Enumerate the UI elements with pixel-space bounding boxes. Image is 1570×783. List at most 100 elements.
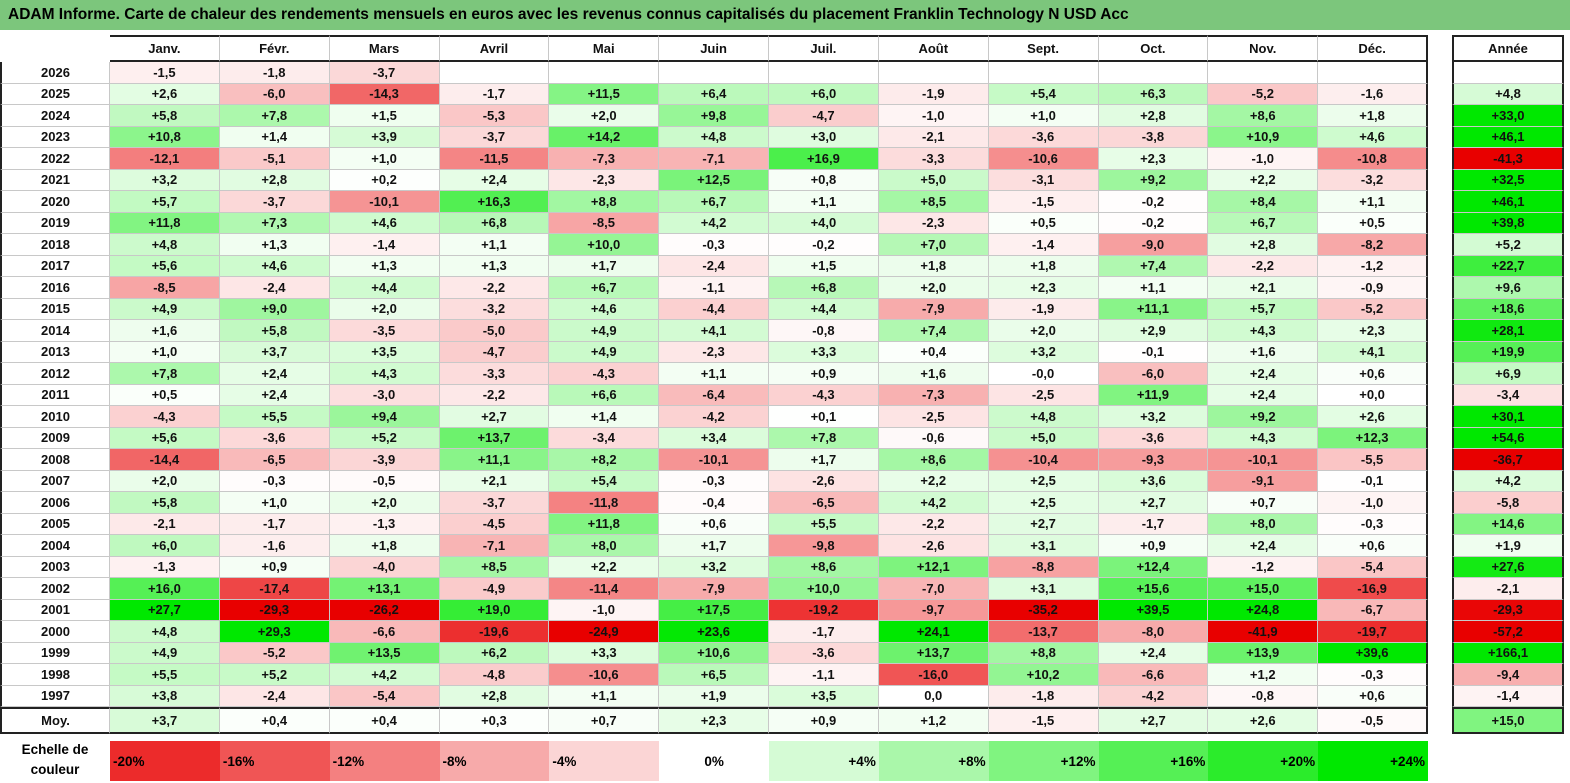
- year-label: 2004: [0, 535, 110, 557]
- heatmap-cell: -5,1: [219, 148, 330, 170]
- heatmap-cell: +1,8: [329, 535, 440, 557]
- heatmap-cell: +1,0: [219, 492, 330, 514]
- heatmap-cell: +4,8: [110, 234, 220, 256]
- heatmap-cell: +6,6: [549, 384, 660, 406]
- month-header-6: Juin: [659, 35, 769, 62]
- heatmap-cell: +4,9: [549, 341, 660, 363]
- heatmap-cell: -16,0: [878, 664, 989, 686]
- heatmap-cell: +1,0: [329, 148, 440, 170]
- heatmap-cell: +8,4: [1208, 191, 1319, 213]
- heatmap-cell: -2,5: [878, 406, 989, 428]
- heatmap-cell: +6,7: [659, 191, 769, 213]
- heatmap-cell: -7,1: [439, 535, 550, 557]
- heatmap-cell: +1,8: [878, 255, 989, 277]
- heatmap-cell: -13,7: [988, 621, 1099, 643]
- heatmap-cell: +2,7: [1098, 492, 1209, 514]
- heatmap-cell: -4,2: [659, 406, 769, 428]
- heatmap-cell: -3,6: [769, 642, 879, 664]
- heatmap-cell: -1,9: [878, 83, 989, 105]
- year-label: 2013: [0, 341, 110, 363]
- heatmap-cell: +3,3: [769, 341, 879, 363]
- heatmap-cell: +2,0: [988, 320, 1099, 342]
- heatmap-cell: -0,5: [329, 470, 440, 492]
- heatmap-cell: +1,6: [1208, 341, 1319, 363]
- heatmap-cell: +7,4: [1098, 255, 1209, 277]
- heatmap-cell: -6,4: [659, 384, 769, 406]
- year-label: 2021: [0, 169, 110, 191]
- heatmap-cell: +0,0: [1318, 384, 1428, 406]
- heatmap-cell: +4,2: [659, 212, 769, 234]
- heatmap-cell: -5,2: [219, 642, 330, 664]
- heatmap-cell: +5,2: [219, 664, 330, 686]
- heatmap-cell: -4,4: [659, 298, 769, 320]
- heatmap-cell: -16,9: [1318, 578, 1428, 600]
- heatmap-cell: +0,7: [1208, 492, 1319, 514]
- heatmap-cell: +8,0: [549, 535, 660, 557]
- heatmap-cell: +2,8: [1208, 234, 1319, 256]
- heatmap-cell: +2,7: [988, 513, 1099, 535]
- heatmap-cell: +1,4: [219, 126, 330, 148]
- color-scale-step: -16%: [219, 741, 330, 781]
- color-scale-step: -12%: [329, 741, 440, 781]
- heatmap-cell: -4,5: [439, 513, 550, 535]
- heatmap-cell: +2,4: [439, 169, 550, 191]
- heatmap-cell: -10,1: [659, 449, 769, 471]
- heatmap-cell: +6,8: [439, 212, 550, 234]
- year-total-average: +15,0: [1452, 707, 1564, 734]
- heatmap-cell: +1,1: [1318, 191, 1428, 213]
- month-header-2: Févr.: [219, 35, 330, 62]
- heatmap-cell: -1,0: [1318, 492, 1428, 514]
- year-total-cell: +18,6: [1452, 298, 1564, 320]
- heatmap-cell: +39,5: [1098, 599, 1209, 621]
- heatmap-cell: +13,5: [329, 642, 440, 664]
- heatmap-cell: +0,6: [1318, 363, 1428, 385]
- heatmap-cell: -6,6: [1098, 664, 1209, 686]
- heatmap-cell: +5,2: [329, 427, 440, 449]
- heatmap-cell: -1,5: [988, 191, 1099, 213]
- heatmap-cell: -7,0: [878, 578, 989, 600]
- heatmap-cell: +4,2: [878, 492, 989, 514]
- heatmap-cell: +8,5: [878, 191, 989, 213]
- heatmap-cell: +0,9: [769, 363, 879, 385]
- heatmap-cell: +4,8: [110, 621, 220, 643]
- heatmap-cell: -3,7: [439, 492, 550, 514]
- year-label: 2003: [0, 556, 110, 578]
- heatmap-cell: -10,1: [1208, 449, 1319, 471]
- year-label: 2000: [0, 621, 110, 643]
- heatmap-cell: +4,2: [329, 664, 440, 686]
- heatmap-cell: +0,6: [659, 513, 769, 535]
- year-label: 2007: [0, 470, 110, 492]
- year-total-cell: -5,8: [1452, 492, 1564, 514]
- color-scale-step: -20%: [110, 741, 220, 781]
- heatmap-cell: +2,7: [439, 406, 550, 428]
- heatmap-cell: +1,8: [1318, 105, 1428, 127]
- heatmap-cell: +3,1: [988, 578, 1099, 600]
- year-total-cell: +33,0: [1452, 105, 1564, 127]
- heatmap-cell: -24,9: [549, 621, 660, 643]
- heatmap-cell: +24,8: [1208, 599, 1319, 621]
- heatmap-cell: +2,4: [219, 384, 330, 406]
- heatmap-cell: +4,8: [659, 126, 769, 148]
- heatmap-cell: -1,7: [1098, 513, 1209, 535]
- heatmap-cell: -7,1: [659, 148, 769, 170]
- heatmap-cell: +3,2: [110, 169, 220, 191]
- heatmap-cell: -1,8: [219, 62, 330, 84]
- heatmap-cell: +2,5: [988, 492, 1099, 514]
- heatmap-cell: +11,8: [110, 212, 220, 234]
- heatmap-cell: -0,3: [659, 470, 769, 492]
- month-header-11: Nov.: [1208, 35, 1319, 62]
- heatmap-cell: +3,4: [659, 427, 769, 449]
- heatmap-cell: -9,1: [1208, 470, 1319, 492]
- heatmap-cell: -4,2: [1098, 685, 1209, 707]
- average-cell: +0,9: [769, 707, 879, 734]
- heatmap-cell: -5,4: [329, 685, 440, 707]
- average-label: Moy.: [0, 707, 110, 734]
- heatmap-cell: -19,6: [439, 621, 550, 643]
- year-total-cell: +9,6: [1452, 277, 1564, 299]
- heatmap-cell: -7,9: [878, 298, 989, 320]
- heatmap-cell: -0,9: [1318, 277, 1428, 299]
- month-header-9: Sept.: [988, 35, 1099, 62]
- heatmap-cell: -0,3: [1318, 664, 1428, 686]
- heatmap-cell: +1,3: [439, 255, 550, 277]
- color-scale-step: +20%: [1208, 741, 1319, 781]
